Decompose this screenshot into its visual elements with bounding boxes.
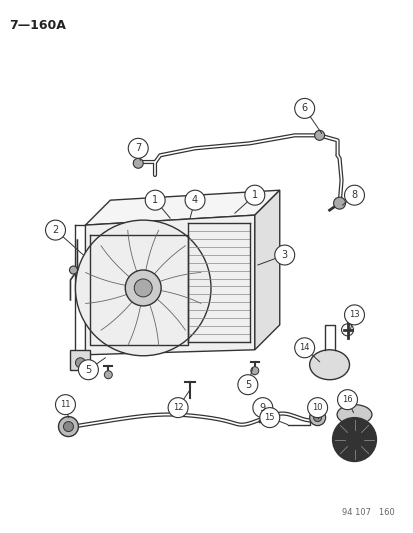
Ellipse shape [336,405,371,425]
Circle shape [75,220,211,356]
Text: 10: 10 [312,403,322,412]
Circle shape [45,220,65,240]
Circle shape [259,408,279,427]
Text: 94 107   160: 94 107 160 [341,508,394,518]
Text: 3: 3 [281,250,287,260]
Text: 13: 13 [348,310,359,319]
Circle shape [145,190,165,210]
Circle shape [344,185,363,205]
Text: 5: 5 [244,379,250,390]
Circle shape [134,279,152,297]
Polygon shape [85,215,254,355]
Circle shape [237,375,257,394]
Circle shape [55,394,75,415]
Circle shape [333,197,345,209]
Circle shape [244,185,264,205]
Text: 11: 11 [60,400,71,409]
Text: 1: 1 [251,190,257,200]
Circle shape [332,417,375,462]
Text: 14: 14 [299,343,309,352]
Text: 4: 4 [192,195,198,205]
Text: 12: 12 [173,403,183,412]
Circle shape [78,360,98,379]
Text: 6: 6 [301,103,307,114]
Circle shape [309,410,325,425]
Circle shape [274,245,294,265]
Polygon shape [254,190,279,350]
Circle shape [104,371,112,379]
Text: 7: 7 [135,143,141,154]
Circle shape [307,398,327,417]
Circle shape [133,158,143,168]
Circle shape [69,266,77,274]
Circle shape [128,139,148,158]
Circle shape [63,422,73,432]
Polygon shape [85,190,279,225]
Circle shape [294,99,314,118]
Circle shape [337,390,357,410]
Text: 5: 5 [85,365,91,375]
Circle shape [168,398,188,417]
Text: 1: 1 [152,195,158,205]
Ellipse shape [309,350,349,379]
Text: 2: 2 [52,225,59,235]
Circle shape [313,414,321,422]
Circle shape [314,131,324,140]
Circle shape [75,358,85,368]
Text: 15: 15 [264,413,274,422]
Text: 8: 8 [351,190,357,200]
Text: 16: 16 [342,395,352,404]
Text: 7—160A: 7—160A [9,19,65,31]
Circle shape [294,338,314,358]
Circle shape [58,417,78,437]
Circle shape [185,190,204,210]
Text: 9: 9 [259,402,265,413]
Circle shape [125,270,161,306]
Circle shape [250,367,258,375]
Circle shape [344,305,363,325]
Polygon shape [70,350,90,370]
Circle shape [252,398,272,417]
